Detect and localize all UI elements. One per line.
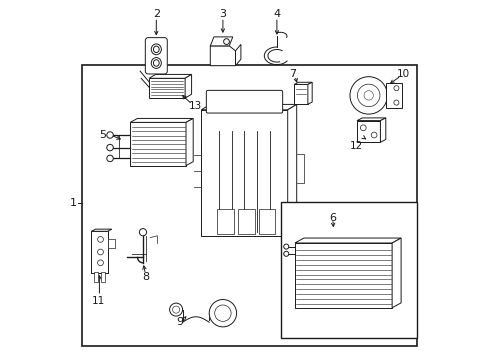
Polygon shape [130,118,193,122]
Ellipse shape [151,58,161,68]
Circle shape [106,144,113,151]
Polygon shape [294,85,307,104]
Polygon shape [91,229,112,231]
Circle shape [98,237,103,242]
Circle shape [106,155,113,162]
Polygon shape [201,110,287,236]
Circle shape [393,86,398,91]
Bar [259,209,275,234]
Text: 12: 12 [349,141,362,151]
Polygon shape [130,122,185,166]
Text: 11: 11 [92,296,105,306]
FancyBboxPatch shape [145,37,167,74]
Text: 7: 7 [289,69,296,79]
Polygon shape [391,238,400,308]
Circle shape [106,132,113,138]
Bar [82,65,416,346]
Polygon shape [235,44,241,66]
Text: 6: 6 [328,213,336,223]
Bar [107,239,115,248]
Text: 9: 9 [176,317,183,327]
Circle shape [214,305,231,321]
Bar [101,271,105,282]
Text: 13: 13 [189,101,202,111]
Polygon shape [294,238,400,243]
Circle shape [172,306,179,313]
Circle shape [283,251,288,256]
Circle shape [393,100,398,105]
Text: 3: 3 [219,9,226,19]
Circle shape [139,229,146,236]
Text: 2: 2 [152,9,160,19]
Polygon shape [294,243,391,308]
Circle shape [349,77,386,114]
Polygon shape [356,118,385,121]
Polygon shape [149,75,191,78]
Bar [94,271,98,282]
Polygon shape [210,37,232,46]
Circle shape [363,91,373,100]
Text: 5: 5 [99,130,105,140]
Circle shape [98,249,103,255]
Bar [385,83,401,108]
Text: 10: 10 [396,69,408,79]
Bar [217,209,233,234]
Polygon shape [307,82,311,104]
Polygon shape [210,46,235,66]
Circle shape [169,303,182,316]
Polygon shape [287,104,296,236]
Circle shape [98,260,103,266]
Ellipse shape [153,60,159,66]
Circle shape [370,132,376,138]
Polygon shape [356,121,380,142]
Polygon shape [185,75,191,98]
Circle shape [283,244,288,249]
Ellipse shape [153,46,159,53]
Polygon shape [149,78,185,98]
Circle shape [223,39,229,45]
Text: 4: 4 [273,9,280,19]
Polygon shape [185,118,193,166]
Bar [238,209,254,234]
Bar [280,202,416,338]
FancyBboxPatch shape [206,90,282,113]
Ellipse shape [151,44,161,55]
Polygon shape [91,231,107,273]
Text: 8: 8 [142,272,149,282]
Circle shape [357,84,379,107]
Circle shape [360,125,366,131]
Polygon shape [380,118,385,142]
Text: 1: 1 [70,198,77,208]
Circle shape [209,300,236,327]
Polygon shape [201,104,296,110]
Polygon shape [294,82,311,85]
